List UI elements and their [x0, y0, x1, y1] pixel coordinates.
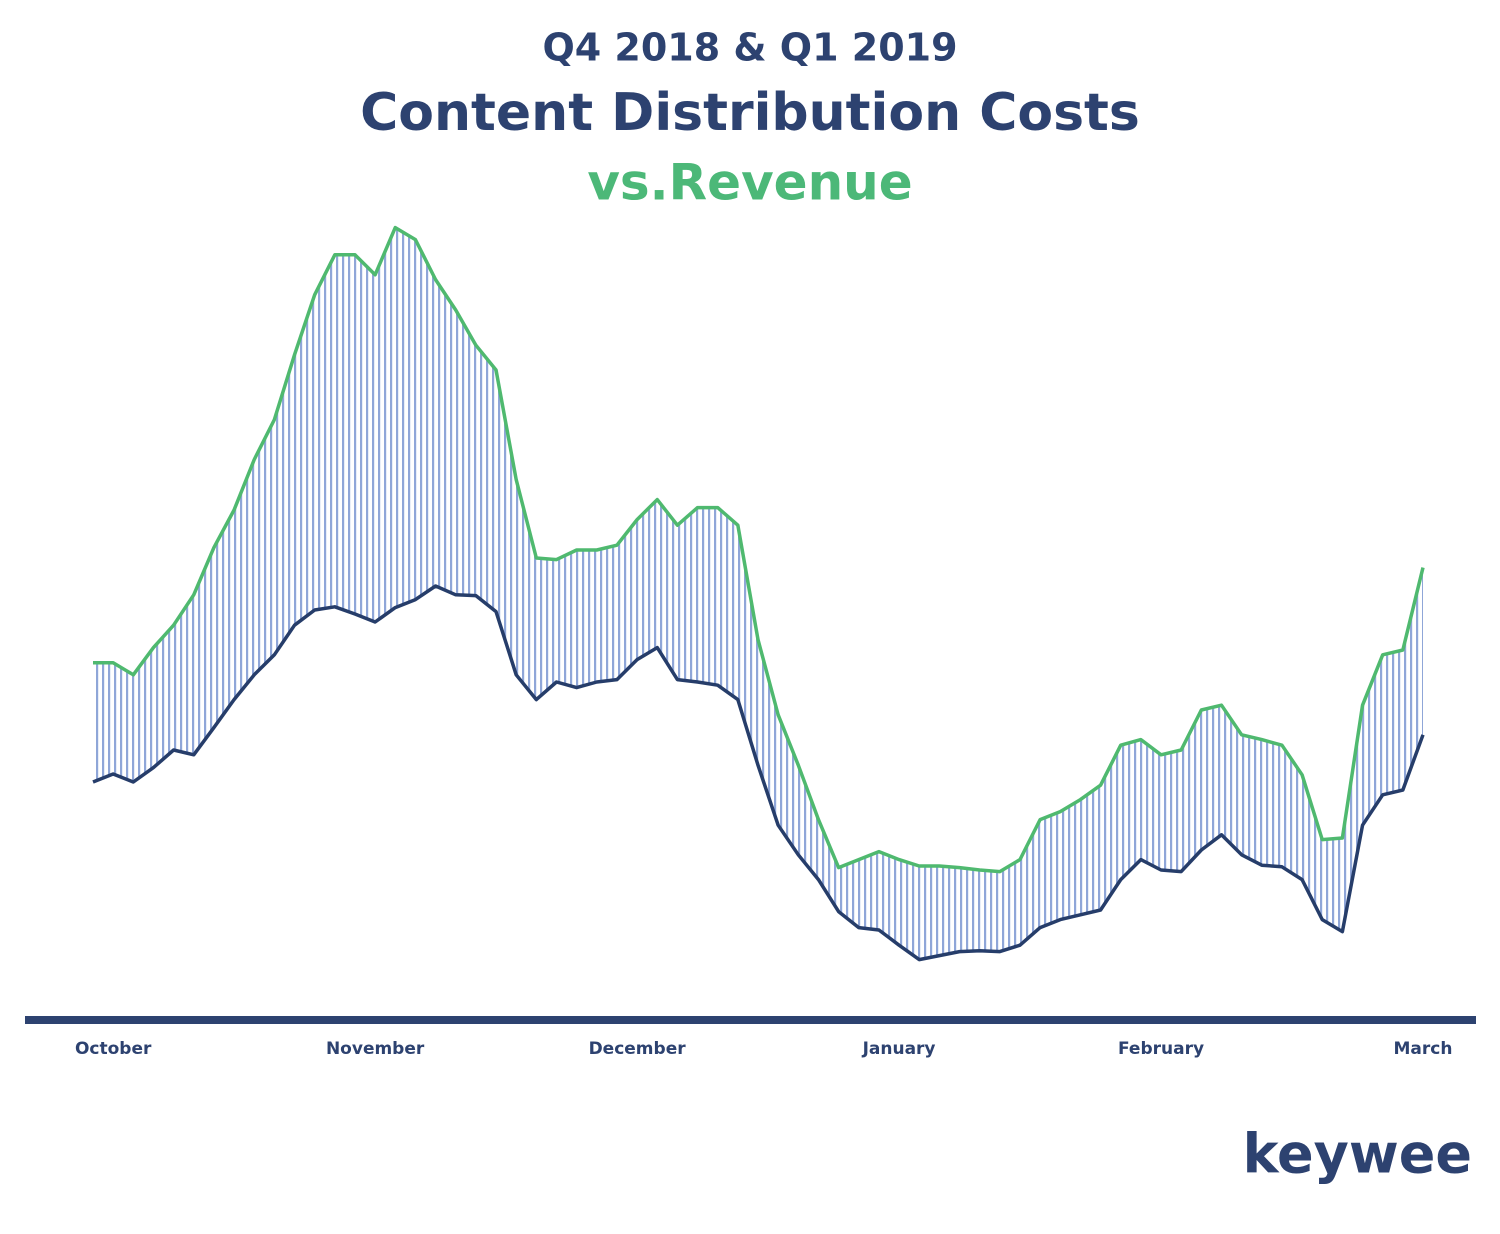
gap-area	[93, 227, 1423, 960]
x-tick-label: December	[589, 1039, 687, 1059]
series-line	[93, 225, 1425, 874]
chart-title-suffix: vs.Revenue	[587, 154, 912, 212]
chart-title: Content Distribution Costs	[360, 83, 1140, 143]
x-tick-label: November	[326, 1039, 425, 1059]
x-tick-label: October	[75, 1039, 152, 1059]
x-tick-label: January	[862, 1039, 936, 1059]
logo: keywee	[1243, 1123, 1472, 1186]
x-tick-label: March	[1394, 1039, 1453, 1059]
x-axis	[25, 1016, 1476, 1024]
x-tick-label: February	[1118, 1039, 1204, 1059]
series-line	[92, 584, 1425, 962]
chart-subtitle: Q4 2018 & Q1 2019	[542, 26, 957, 70]
